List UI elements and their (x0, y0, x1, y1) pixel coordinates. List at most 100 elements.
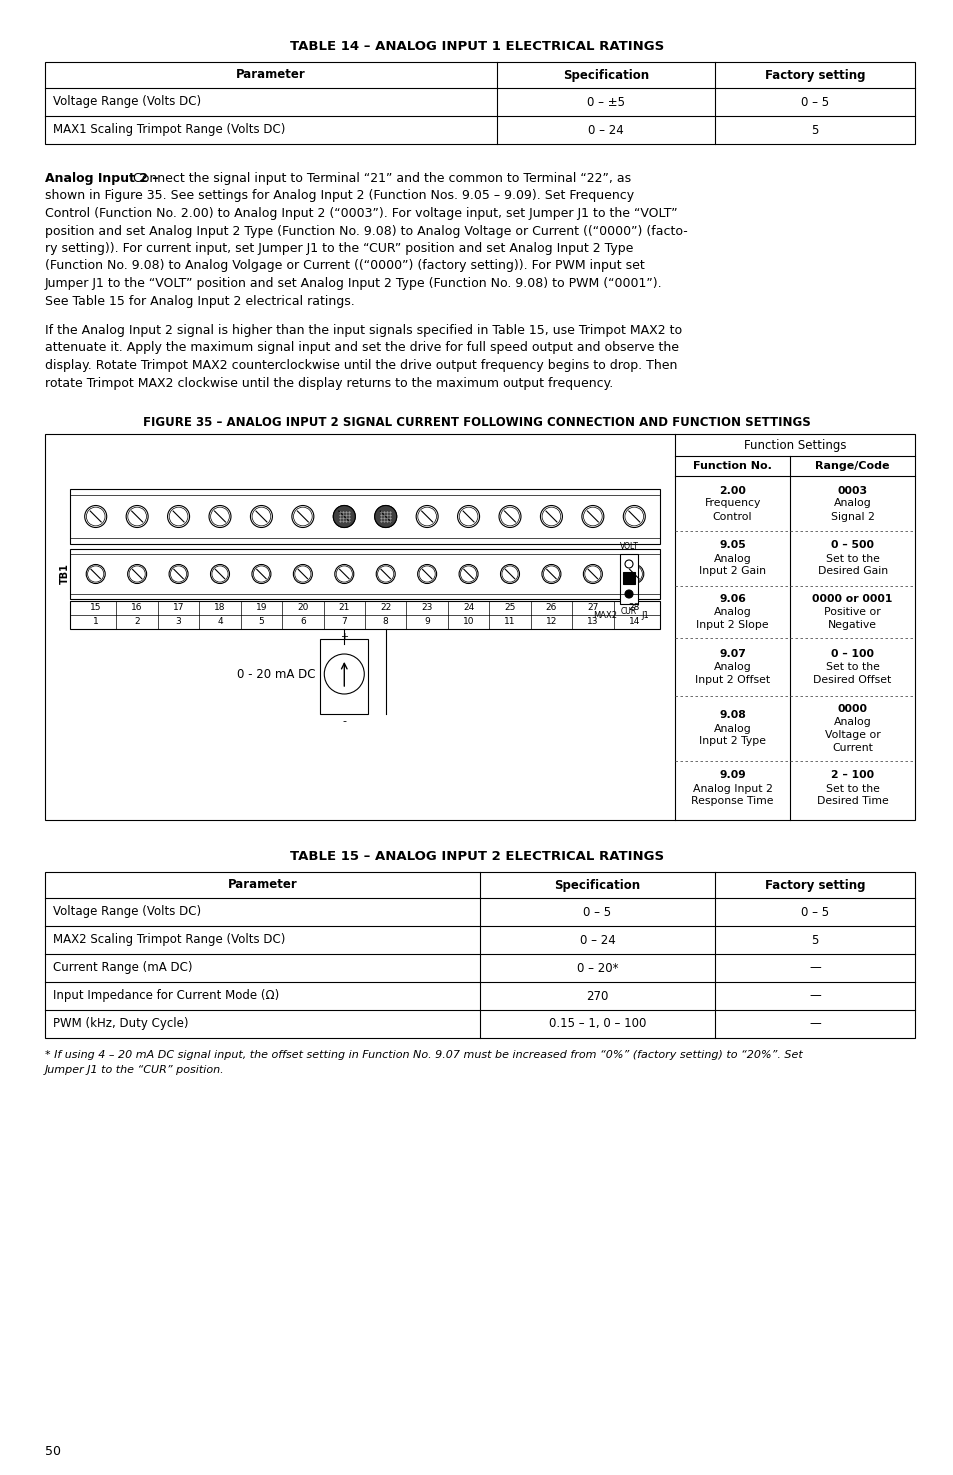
Circle shape (541, 565, 560, 584)
Circle shape (624, 560, 633, 568)
Text: 12: 12 (545, 618, 557, 627)
Text: Factory setting: Factory setting (764, 879, 864, 891)
Text: Jumper J1 to the “CUR” position.: Jumper J1 to the “CUR” position. (45, 1065, 224, 1075)
Text: 18: 18 (214, 603, 226, 612)
Bar (320, 639, 368, 714)
Text: 0003: 0003 (837, 485, 866, 496)
Text: —: — (808, 1018, 820, 1031)
Text: Input 2 Slope: Input 2 Slope (696, 620, 768, 630)
Text: Input 2 Type: Input 2 Type (699, 736, 765, 746)
Bar (70, 600, 659, 628)
Text: Specification: Specification (554, 879, 639, 891)
Text: position and set Analog Input 2 Type (Function No. 9.08) to Analog Voltage or Cu: position and set Analog Input 2 Type (Fu… (45, 224, 687, 237)
Text: 5: 5 (810, 934, 818, 947)
Text: 0 - 20 mA DC: 0 - 20 mA DC (236, 668, 314, 680)
Text: 9.06: 9.06 (719, 594, 745, 603)
Text: Analog: Analog (833, 499, 870, 509)
Circle shape (85, 506, 107, 528)
Text: Analog: Analog (713, 608, 751, 617)
Circle shape (457, 506, 479, 528)
Text: Desired Time: Desired Time (816, 796, 887, 807)
Text: 1: 1 (92, 618, 98, 627)
Text: VOLT: VOLT (618, 541, 638, 552)
Text: 50: 50 (45, 1446, 61, 1457)
Text: attenuate it. Apply the maximum signal input and set the drive for full speed ou: attenuate it. Apply the maximum signal i… (45, 342, 679, 354)
Text: 2: 2 (134, 618, 140, 627)
Circle shape (324, 653, 364, 695)
Text: Negative: Negative (827, 620, 876, 630)
Text: PWM (kHz, Duty Cycle): PWM (kHz, Duty Cycle) (53, 1018, 189, 1031)
Text: 0 – 5: 0 – 5 (801, 906, 828, 919)
Text: 17: 17 (172, 603, 184, 612)
Text: 270: 270 (586, 990, 608, 1003)
Text: 27: 27 (586, 603, 598, 612)
Text: MAX1 Scaling Trimpot Range (Volts DC): MAX1 Scaling Trimpot Range (Volts DC) (53, 124, 285, 137)
Text: -: - (342, 715, 346, 726)
Text: See Table 15 for Analog Input 2 electrical ratings.: See Table 15 for Analog Input 2 electric… (45, 295, 355, 307)
Text: 20: 20 (296, 603, 308, 612)
Text: 4: 4 (217, 618, 223, 627)
Text: 22: 22 (379, 603, 391, 612)
Text: 14: 14 (628, 618, 639, 627)
Circle shape (458, 565, 477, 584)
Text: Input Impedance for Current Mode (Ω): Input Impedance for Current Mode (Ω) (53, 990, 279, 1003)
Text: FIGURE 35 – ANALOG INPUT 2 SIGNAL CURRENT FOLLOWING CONNECTION AND FUNCTION SETT: FIGURE 35 – ANALOG INPUT 2 SIGNAL CURREN… (143, 416, 810, 429)
Circle shape (581, 506, 603, 528)
Text: +: + (340, 631, 348, 642)
Text: rotate Trimpot MAX2 clockwise until the display returns to the maximum output fr: rotate Trimpot MAX2 clockwise until the … (45, 376, 613, 389)
Circle shape (169, 565, 188, 584)
Text: Desired Offset: Desired Offset (813, 676, 891, 684)
Text: Response Time: Response Time (691, 796, 773, 807)
Circle shape (333, 506, 355, 528)
Circle shape (294, 565, 312, 584)
Text: Set to the: Set to the (824, 783, 879, 794)
Text: Current: Current (831, 743, 872, 754)
Circle shape (624, 565, 643, 584)
Bar (45, 62, 914, 145)
Text: 21: 21 (338, 603, 350, 612)
Text: TABLE 14 – ANALOG INPUT 1 ELECTRICAL RATINGS: TABLE 14 – ANALOG INPUT 1 ELECTRICAL RAT… (290, 40, 663, 53)
Text: 0 – ±5: 0 – ±5 (586, 96, 624, 109)
Text: Current Range (mA DC): Current Range (mA DC) (53, 962, 193, 975)
Text: 0 – 24: 0 – 24 (588, 124, 623, 137)
Text: 0 – 5: 0 – 5 (583, 906, 611, 919)
Text: —: — (808, 990, 820, 1003)
Text: 2 – 100: 2 – 100 (830, 770, 873, 780)
Circle shape (292, 506, 314, 528)
Text: 0 – 5: 0 – 5 (801, 96, 828, 109)
Circle shape (539, 506, 562, 528)
Text: Voltage Range (Volts DC): Voltage Range (Volts DC) (53, 906, 201, 919)
Text: Specification: Specification (562, 68, 649, 81)
Text: 0000: 0000 (837, 704, 866, 714)
Text: MAX2: MAX2 (593, 612, 617, 621)
Text: Analog: Analog (713, 662, 751, 673)
Text: 9.05: 9.05 (719, 540, 745, 550)
Text: Analog Input 2 –: Analog Input 2 – (45, 173, 158, 184)
Text: 15: 15 (90, 603, 101, 612)
Circle shape (333, 506, 355, 528)
Bar (619, 555, 638, 603)
Text: Set to the: Set to the (824, 662, 879, 673)
Circle shape (126, 506, 148, 528)
Bar (70, 549, 659, 599)
Circle shape (498, 506, 520, 528)
Circle shape (251, 506, 273, 528)
Text: 3: 3 (175, 618, 181, 627)
Text: 5: 5 (810, 124, 818, 137)
Text: Frequency: Frequency (703, 499, 760, 509)
Text: display. Rotate Trimpot MAX2 counterclockwise until the drive output frequency b: display. Rotate Trimpot MAX2 countercloc… (45, 358, 677, 372)
Text: 8: 8 (382, 618, 388, 627)
Circle shape (168, 506, 190, 528)
Text: 0.15 – 1, 0 – 100: 0.15 – 1, 0 – 100 (548, 1018, 645, 1031)
Text: 9.07: 9.07 (719, 649, 745, 659)
Text: Analog Input 2: Analog Input 2 (692, 783, 772, 794)
Text: 11: 11 (504, 618, 516, 627)
Circle shape (500, 565, 519, 584)
Text: If the Analog Input 2 signal is higher than the input signals specified in Table: If the Analog Input 2 signal is higher t… (45, 324, 681, 336)
Text: 26: 26 (545, 603, 557, 612)
Text: Connect the signal input to Terminal “21” and the common to Terminal “22”, as: Connect the signal input to Terminal “21… (129, 173, 631, 184)
Bar (70, 490, 659, 544)
Text: (Function No. 9.08) to Analog Volgage or Current ((“0000”) (factory setting)). F: (Function No. 9.08) to Analog Volgage or… (45, 260, 644, 273)
Circle shape (624, 590, 633, 597)
Text: Control: Control (712, 512, 752, 522)
